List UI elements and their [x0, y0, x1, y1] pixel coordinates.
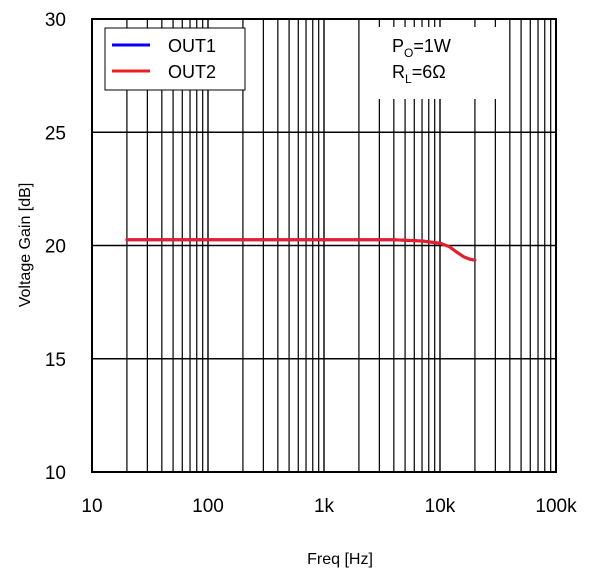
- plot-frame: [91, 18, 557, 473]
- legend: OUT1 OUT2: [104, 27, 246, 91]
- legend-box: [104, 27, 246, 91]
- condition-output-power-subscript: O: [404, 46, 413, 60]
- y-axis-label: Voltage Gain [dB]: [17, 183, 34, 308]
- conditions-box: [378, 27, 502, 99]
- x-tick-label: 10: [81, 496, 102, 517]
- condition-load-resistance-subscript: L: [405, 72, 412, 86]
- x-tick-label: 10k: [425, 496, 456, 517]
- grid: [92, 19, 556, 472]
- condition-load-resistance-value: =6Ω: [412, 62, 446, 82]
- series-lines: [125, 238, 477, 262]
- conditions-annotation: PO=1W RL=6Ω: [378, 27, 502, 99]
- legend-label-out2: OUT2: [168, 62, 216, 82]
- y-tick-label: 30: [45, 10, 66, 31]
- x-axis-label: Freq [Hz]: [307, 551, 373, 568]
- series-line-out2: [125, 238, 477, 262]
- y-tick-label: 20: [45, 237, 66, 258]
- condition-load-resistance-symbol: R: [392, 62, 405, 82]
- legend-label-out1: OUT1: [168, 36, 216, 56]
- condition-load-resistance: RL=6Ω: [392, 62, 446, 86]
- series-line-out1: [125, 238, 477, 262]
- x-tick-label: 100: [192, 496, 224, 517]
- y-tick-label: 15: [45, 350, 66, 371]
- x-tick-label: 1k: [314, 496, 335, 517]
- condition-output-power: PO=1W: [392, 36, 451, 60]
- condition-output-power-value: =1W: [413, 36, 451, 56]
- y-tick-label: 10: [45, 463, 66, 484]
- x-tick-label: 100k: [535, 496, 577, 517]
- y-tick-label: 25: [45, 123, 66, 144]
- x-tick-labels: 10 100 1k 10k 100k: [81, 496, 577, 517]
- condition-output-power-symbol: P: [392, 36, 404, 56]
- y-tick-labels: 10 15 20 25 30: [45, 10, 66, 484]
